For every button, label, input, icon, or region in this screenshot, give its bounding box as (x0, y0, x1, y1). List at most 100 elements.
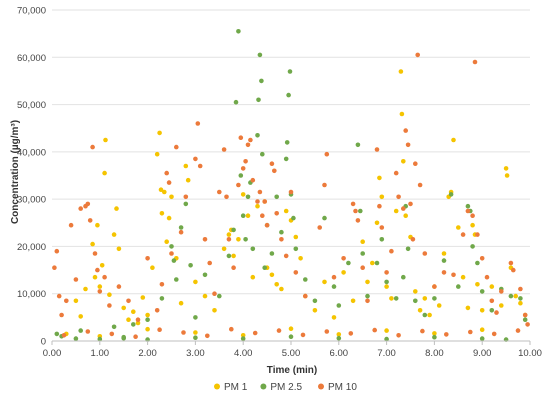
x-tick-label: 8.00 (425, 348, 444, 359)
data-point (322, 279, 327, 285)
data-point (303, 277, 308, 282)
series-2 (54, 29, 528, 342)
data-point (441, 258, 447, 263)
data-point (97, 289, 103, 294)
data-point (150, 265, 155, 271)
data-point (85, 329, 91, 334)
data-point (97, 336, 103, 342)
data-point (269, 251, 275, 256)
y-tick-label: 40,000 (17, 147, 46, 158)
data-point (322, 215, 327, 221)
data-point (260, 213, 265, 218)
data-point (413, 298, 418, 304)
data-point (384, 270, 389, 275)
data-point (174, 277, 179, 282)
data-point (240, 336, 246, 341)
legend-label: PM 10 (328, 382, 357, 393)
data-point (257, 189, 263, 195)
data-point (398, 69, 404, 74)
data-point (145, 326, 150, 332)
data-point (248, 137, 253, 143)
data-point (331, 284, 337, 289)
legend-marker (318, 383, 324, 390)
data-point (522, 312, 528, 318)
data-point (226, 237, 232, 242)
data-point (360, 265, 366, 271)
data-point (159, 296, 165, 301)
legend-label: PM 2.5 (270, 382, 302, 393)
data-point (145, 255, 150, 261)
data-point (257, 52, 263, 58)
data-point (195, 121, 201, 126)
data-point (518, 300, 523, 306)
data-point (269, 272, 275, 278)
data-point (360, 251, 366, 256)
data-point (154, 308, 160, 313)
data-point (384, 328, 389, 333)
data-point (64, 298, 69, 304)
data-point (166, 180, 172, 185)
data-point (465, 208, 471, 214)
x-tick-label: 1.00 (91, 348, 110, 359)
data-point (415, 52, 421, 58)
data-point (460, 274, 466, 280)
data-point (229, 326, 234, 332)
data-point (95, 267, 100, 273)
legend-item: PM 10 (318, 382, 357, 393)
data-point (231, 265, 236, 271)
data-point (401, 274, 406, 280)
data-point (379, 194, 385, 200)
data-point (286, 92, 291, 98)
data-point (399, 111, 405, 117)
data-point (384, 284, 389, 289)
data-point (245, 213, 251, 218)
data-point (202, 272, 208, 278)
data-point (193, 156, 198, 162)
data-point (252, 330, 258, 336)
data-point (103, 137, 108, 143)
data-point (61, 333, 67, 338)
data-point (401, 206, 406, 211)
data-point (456, 284, 461, 289)
data-point (422, 312, 428, 318)
data-point (479, 289, 485, 294)
data-point (183, 201, 189, 207)
data-point (522, 317, 528, 323)
data-point (166, 215, 172, 221)
data-point (157, 327, 162, 333)
data-point (300, 332, 306, 338)
data-point (102, 170, 107, 176)
data-point (260, 151, 265, 157)
data-point (336, 335, 342, 341)
data-point (341, 270, 346, 275)
data-point (475, 282, 480, 287)
data-point (121, 305, 126, 311)
data-point (171, 258, 177, 263)
data-point (279, 229, 284, 235)
data-point (162, 189, 167, 195)
data-point (293, 234, 299, 240)
data-point (396, 333, 401, 338)
data-point (408, 201, 413, 207)
data-point (250, 274, 256, 280)
data-point (389, 296, 394, 301)
data-point (197, 163, 203, 169)
data-point (262, 199, 268, 204)
data-point (236, 182, 241, 188)
data-point (240, 192, 246, 197)
data-point (504, 173, 510, 178)
data-point (145, 317, 150, 323)
data-point (109, 331, 115, 337)
data-point (460, 232, 466, 237)
data-point (513, 293, 518, 299)
data-point (374, 220, 380, 226)
data-point (396, 194, 401, 200)
data-point (348, 331, 354, 336)
data-point (181, 330, 186, 335)
data-point (236, 29, 241, 34)
legend: PM 1 PM 2.5 PM 10 (214, 382, 357, 393)
x-tick-label: 10.00 (518, 348, 542, 359)
data-point (508, 293, 514, 299)
data-point (169, 244, 174, 249)
data-point (131, 322, 136, 327)
